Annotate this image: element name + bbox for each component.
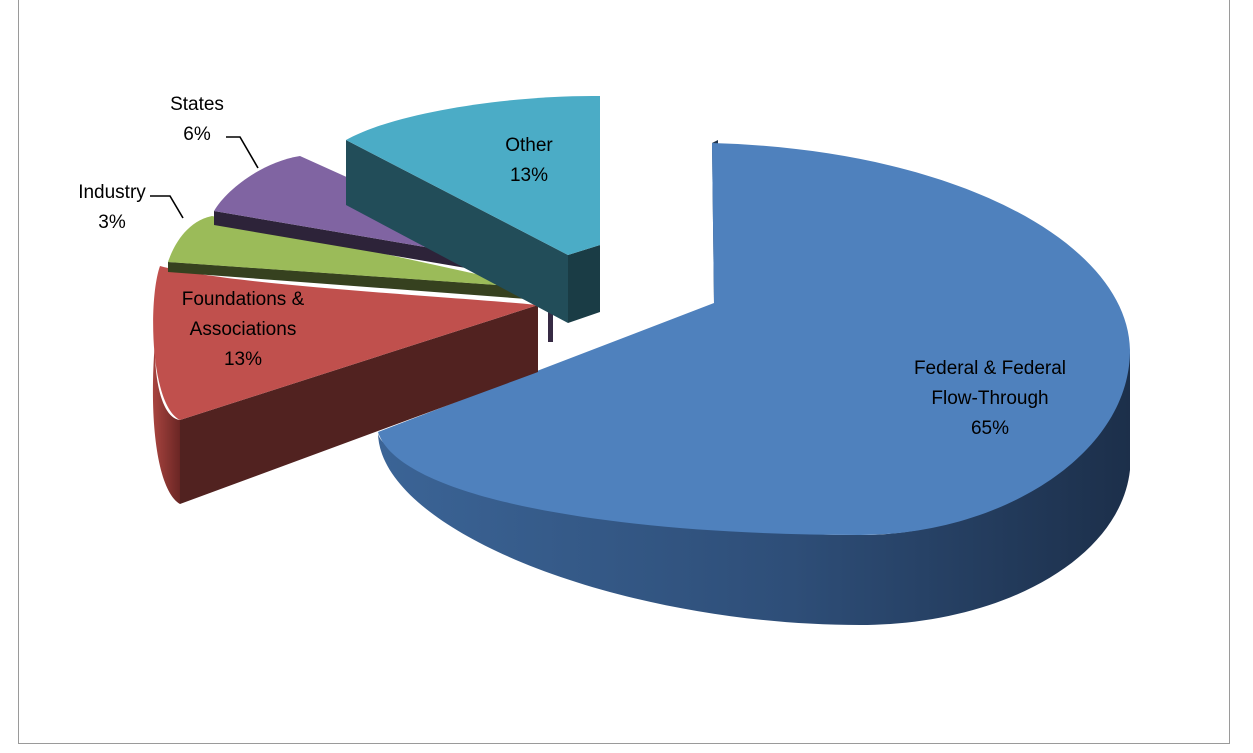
slice-top (378, 143, 1130, 535)
slice-top (346, 95, 600, 255)
percent-label: 3% (98, 212, 126, 233)
data-label: Other 13% (505, 135, 553, 186)
pie-slice-other (346, 95, 600, 323)
category-label: Associations (190, 319, 297, 340)
slice-top (153, 266, 539, 420)
slice-side (168, 262, 540, 300)
percent-label: 65% (971, 418, 1009, 439)
category-label: Industry (78, 182, 146, 203)
slice-side (180, 305, 538, 504)
category-label: Other (505, 135, 553, 156)
leader-line (226, 136, 259, 169)
slice-top (168, 216, 540, 288)
slice-side (152, 312, 180, 504)
category-label: States (170, 94, 224, 115)
slice-side (568, 96, 600, 323)
leader-line (150, 195, 184, 219)
percent-label: 13% (510, 165, 548, 186)
slice-side (346, 140, 568, 323)
data-label: Industry 3% (78, 182, 146, 233)
pie-slice-industry (168, 216, 540, 352)
data-label: Federal & Federal Flow-Through 65% (914, 358, 1066, 439)
percent-label: 13% (224, 349, 262, 370)
data-label: Foundations & Associations 13% (182, 289, 305, 370)
category-label: Federal & Federal (914, 358, 1066, 379)
pie-slice-federal-federal-flow-through (378, 140, 1130, 625)
pie-slice-foundations-associations (152, 266, 539, 504)
percent-label: 6% (183, 124, 211, 145)
data-label: States 6% (170, 94, 224, 145)
category-label: Flow-Through (931, 388, 1048, 409)
slice-side (378, 350, 1130, 625)
category-label: Foundations & (182, 289, 305, 310)
